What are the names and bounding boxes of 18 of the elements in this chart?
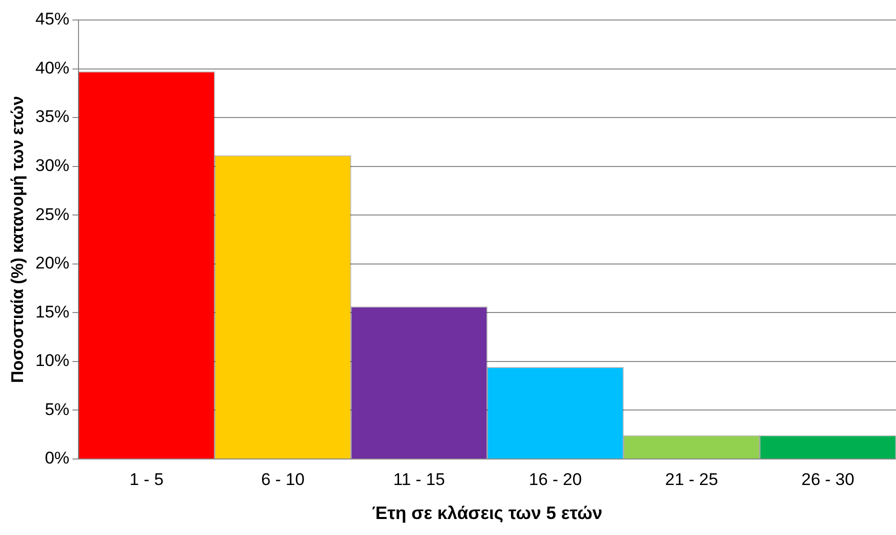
y-tick-label: 45% xyxy=(35,10,70,29)
x-tick-label: 26 - 30 xyxy=(801,470,854,489)
y-axis-title: Ποσοστιαία (%) κατανομή των ετών xyxy=(8,96,27,384)
y-tick-label: 25% xyxy=(35,204,70,224)
x-tick-label: 6 - 10 xyxy=(261,470,305,489)
y-tick-label: 5% xyxy=(44,400,70,419)
x-tick-label: 11 - 15 xyxy=(393,470,445,489)
y-tick-label: 15% xyxy=(35,302,70,322)
y-tick-label: 35% xyxy=(35,107,70,126)
y-tick-label: 20% xyxy=(35,254,70,273)
x-axis-title: Έτη σε κλάσεις των 5 ετών xyxy=(372,503,602,524)
x-tick-label: 1 - 5 xyxy=(130,470,164,489)
x-tick-label: 21 - 25 xyxy=(665,470,718,489)
y-tick-label: 30% xyxy=(35,156,70,176)
y-tick-label: 40% xyxy=(35,58,70,78)
y-tick-label: 10% xyxy=(35,351,70,370)
y-tick-label: 0% xyxy=(44,448,70,468)
x-tick-label: 16 - 20 xyxy=(528,470,582,489)
